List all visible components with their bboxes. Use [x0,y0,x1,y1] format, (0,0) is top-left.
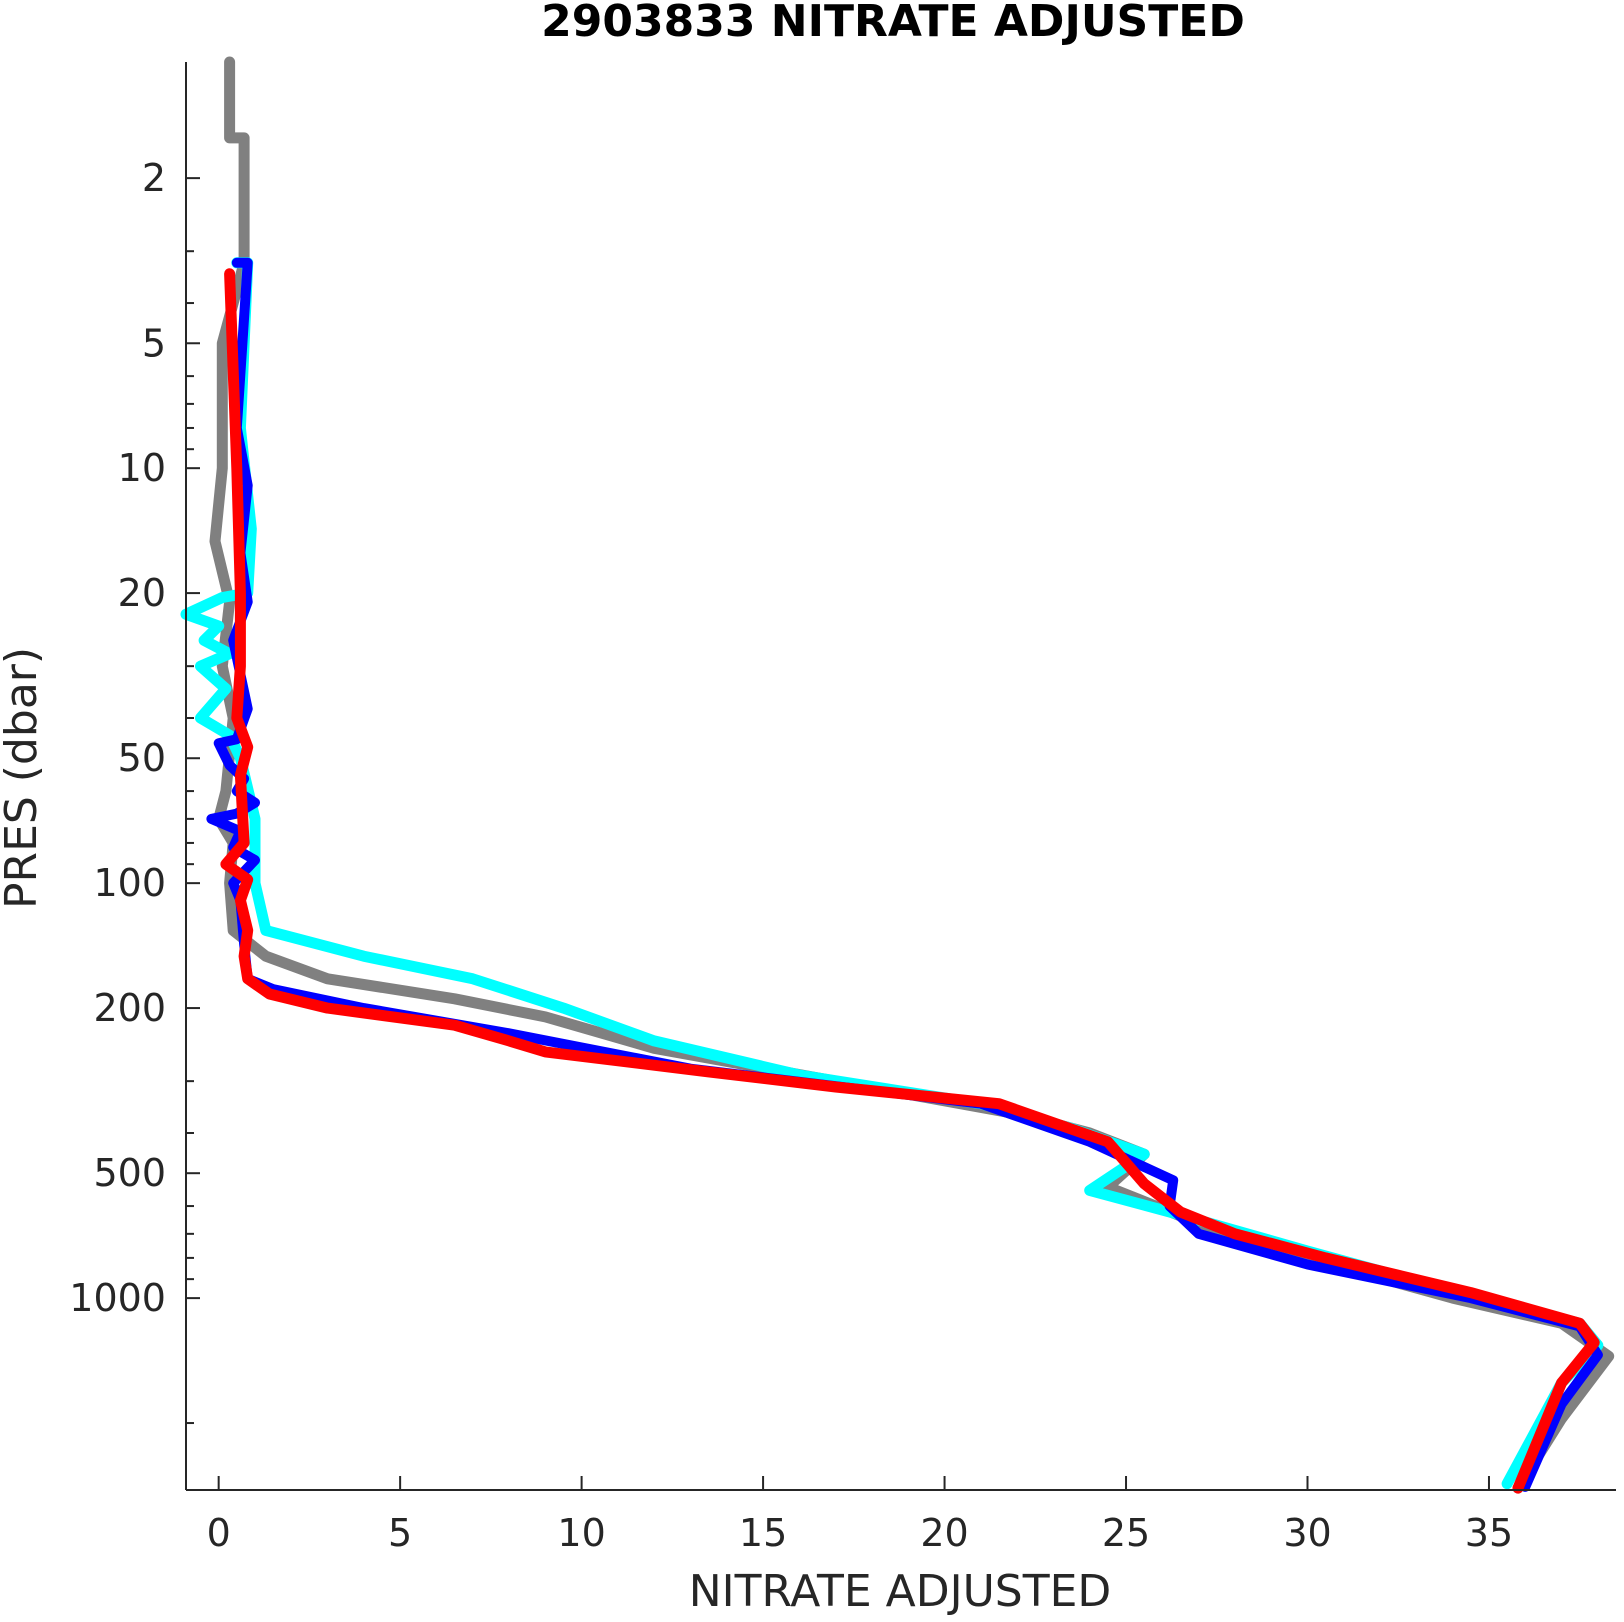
y-tick-label: 10 [118,446,166,490]
x-tick-label: 5 [388,1511,412,1555]
y-tick-label: 200 [93,986,166,1030]
x-tick-label: 30 [1283,1511,1331,1555]
y-tick-label: 5 [142,321,166,365]
series-line-cyan [180,257,1604,1490]
series-line-blue [206,257,1603,1492]
series-layer [180,56,1615,1494]
y-tick-label: 2 [142,156,166,200]
y-tick-label: 100 [93,861,166,905]
x-axis-label: NITRATE ADJUSTED [689,1566,1112,1617]
x-tick-label: 35 [1465,1511,1513,1555]
chart-title: 2903833 NITRATE ADJUSTED [541,0,1245,47]
y-tick-label: 500 [93,1151,166,1195]
y-tick-label: 50 [118,736,166,780]
x-tick-label: 25 [1102,1511,1150,1555]
y-tick-label: 20 [118,571,166,615]
x-tick-label: 20 [920,1511,968,1555]
x-tick-label: 0 [207,1511,231,1555]
y-tick-label: 1000 [69,1276,166,1320]
x-tick-label: 15 [739,1511,787,1555]
x-tick-label: 10 [557,1511,605,1555]
series-line-red [220,268,1600,1494]
y-axis-label: PRES (dbar) [0,647,47,909]
